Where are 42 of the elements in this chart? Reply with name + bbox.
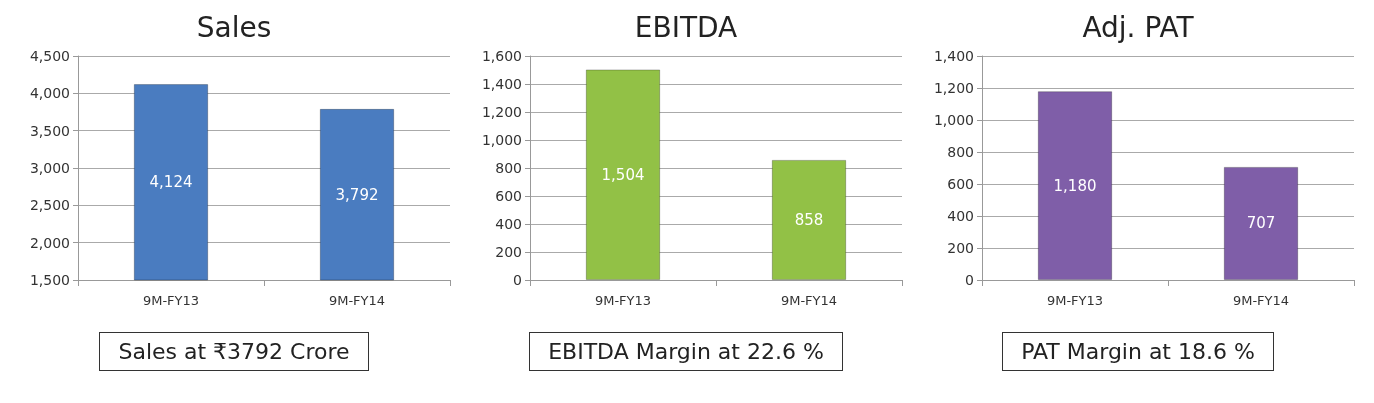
- text: PAT Margin at 18.6 %: [1002, 332, 1274, 371]
- y-tick-label: 600: [947, 176, 974, 192]
- y-tick-label: 3,000: [29, 160, 70, 176]
- y-tick-label: 0: [965, 272, 974, 288]
- data-label: 4,124: [149, 173, 193, 192]
- x-tick-label: 9M-FY13: [594, 293, 652, 308]
- y-tick-label: 4,000: [29, 85, 70, 102]
- text: Sales at ₹3792 Crore: [99, 332, 369, 371]
- y-tick-label: 800: [495, 160, 522, 176]
- chart-title: EBITDA: [634, 10, 738, 44]
- y-tick-label: 200: [947, 240, 974, 256]
- x-tick-label: 9M-FY14: [328, 293, 386, 308]
- data-label: 1,180: [1053, 176, 1097, 195]
- y-tick-label: 1,000: [481, 132, 522, 148]
- x-tick-label: 9M-FY14: [780, 293, 838, 308]
- y-tick-label: 1,400: [933, 48, 974, 64]
- data-label: 858: [794, 210, 824, 229]
- y-tick-label: 0: [513, 272, 522, 288]
- y-tick-label: 1,200: [933, 80, 974, 96]
- x-tick-label: 9M-FY13: [1046, 293, 1104, 308]
- y-tick-label: 1,600: [481, 48, 522, 64]
- y-tick-label: 400: [495, 216, 522, 232]
- y-tick-label: 1,000: [933, 112, 974, 128]
- x-tick-label: 9M-FY13: [142, 293, 200, 308]
- y-tick-label: 3,500: [29, 122, 70, 139]
- y-tick-label: 600: [495, 188, 522, 204]
- y-tick-label: 4,500: [29, 48, 70, 64]
- x-tick-label: 9M-FY14: [1232, 293, 1290, 308]
- y-tick-label: 800: [947, 144, 974, 160]
- y-tick-label: 1,400: [481, 76, 522, 92]
- y-tick-label: 2,500: [29, 197, 70, 214]
- y-tick-label: 1,500: [29, 272, 70, 288]
- text: EBITDA Margin at 22.6 %: [529, 332, 843, 371]
- y-tick-label: 200: [495, 244, 522, 260]
- data-label: 3,792: [335, 185, 379, 204]
- data-label: 707: [1246, 214, 1276, 233]
- chart-title: Adj. PAT: [1082, 10, 1195, 44]
- y-tick-label: 2,000: [29, 234, 70, 251]
- chart-title: Sales: [196, 10, 272, 44]
- data-label: 1,504: [601, 165, 645, 184]
- y-tick-label: 1,200: [481, 104, 522, 120]
- y-tick-label: 400: [947, 208, 974, 224]
